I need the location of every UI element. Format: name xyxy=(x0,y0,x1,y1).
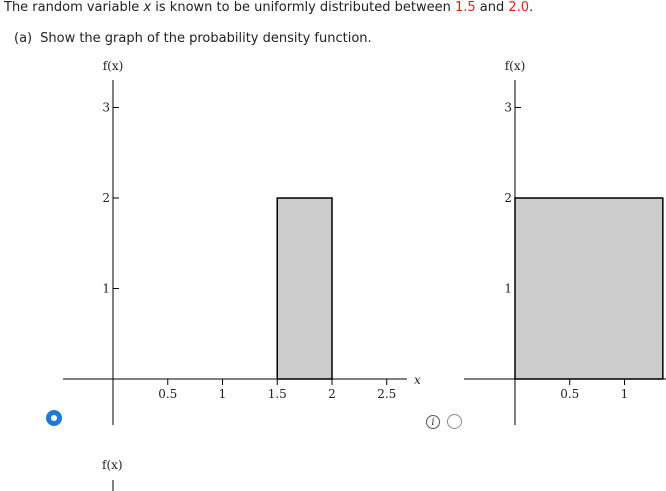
graph-2-y-tick-label: 1 xyxy=(504,282,512,296)
lower-bound: 1.5 xyxy=(454,0,476,15)
graph-1-x-tick-label: 2.5 xyxy=(377,387,396,401)
graph-2-x-tick-label: 0.5 xyxy=(560,387,579,401)
part-a-label: (a) xyxy=(14,31,33,46)
graph-1-x-tick-label: 1.5 xyxy=(268,387,287,401)
question-prefix: The random variable xyxy=(4,0,144,15)
question-middle: is known to be uniformly distributed bet… xyxy=(151,0,455,15)
graph-2-density-rect xyxy=(514,197,664,380)
graph-1-x-tick-label: 2 xyxy=(328,387,336,401)
option-1-radio[interactable] xyxy=(46,410,62,426)
graph-2-y-label: f(x) xyxy=(505,59,526,73)
graph-1-x-label: x xyxy=(414,373,421,387)
graph-1-y-tick-label: 1 xyxy=(102,282,110,296)
question-variable: x xyxy=(143,0,152,15)
graph-1-y-tick-label: 3 xyxy=(102,101,110,115)
graph-1-y-tick-label: 2 xyxy=(102,191,110,205)
graph-1-density-rect xyxy=(276,197,333,380)
question-text: The random variable x is known to be uni… xyxy=(4,0,533,16)
graph-2[interactable]: f(x) 0.5 1 1 2 3 xyxy=(464,59,666,425)
graph-2-y-tick-label: 2 xyxy=(504,191,512,205)
option-2-radio[interactable] xyxy=(447,414,462,429)
graph-2-x-tick-label: 1 xyxy=(621,387,629,401)
upper-bound: 2.0 xyxy=(508,0,530,15)
question-and: and xyxy=(475,0,509,15)
info-icon[interactable]: i xyxy=(426,415,440,429)
part-a-prompt: (a) Show the graph of the probability den… xyxy=(14,31,372,47)
graph-1[interactable]: f(x) x 0.5 1 1.5 2 2.5 1 2 3 xyxy=(63,59,421,425)
part-a-text: Show the graph of the probability densit… xyxy=(40,31,372,46)
graph-1-y-label: f(x) xyxy=(103,59,124,73)
graph-1-x-tick-label: 1 xyxy=(219,387,227,401)
graph-1-x-tick-label: 0.5 xyxy=(158,387,177,401)
graph-3-y-label: f(x) xyxy=(102,458,123,472)
graph-2-y-tick-label: 3 xyxy=(504,101,512,115)
question-end: . xyxy=(529,0,534,15)
